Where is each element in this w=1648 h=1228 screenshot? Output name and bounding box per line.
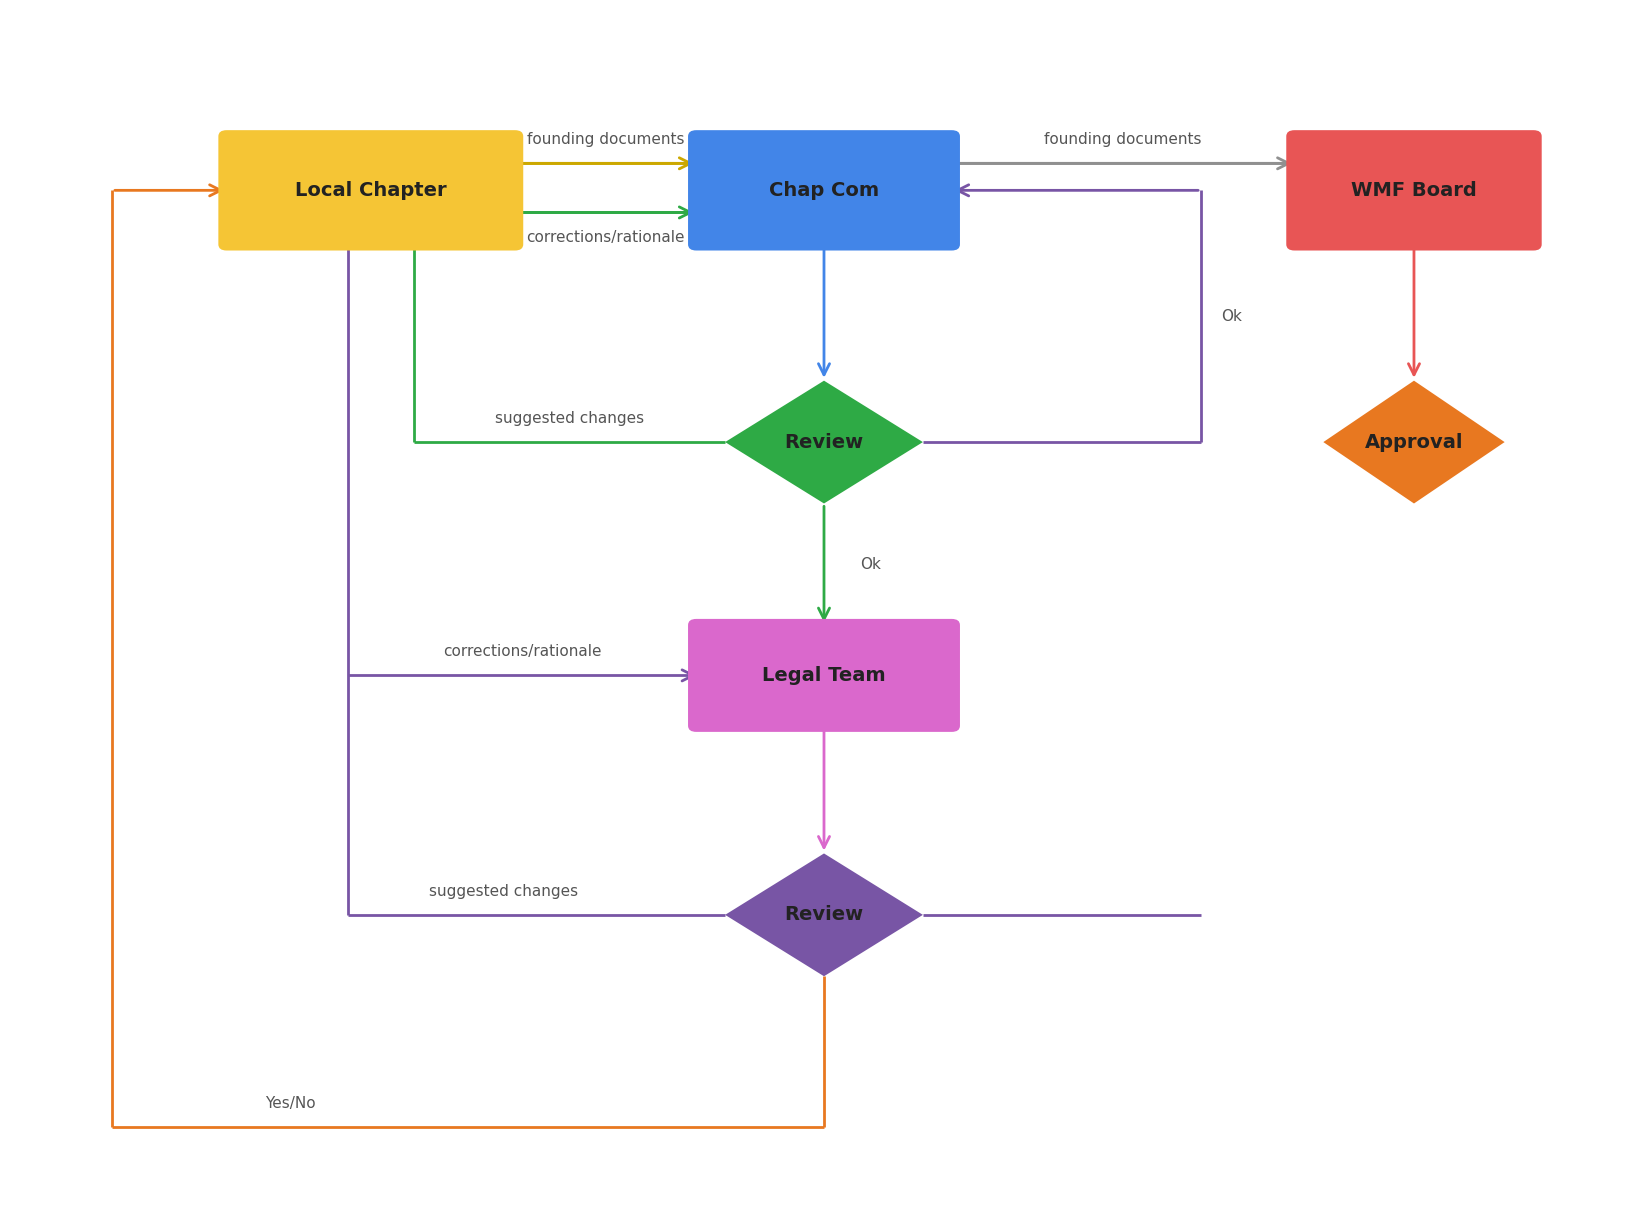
FancyBboxPatch shape — [687, 619, 959, 732]
Text: founding documents: founding documents — [1045, 133, 1201, 147]
Text: Legal Team: Legal Team — [761, 666, 887, 685]
Text: corrections/rationale: corrections/rationale — [443, 645, 602, 659]
FancyBboxPatch shape — [218, 130, 524, 251]
Text: Yes/No: Yes/No — [265, 1097, 315, 1111]
Text: Chap Com: Chap Com — [770, 181, 878, 200]
Text: Ok: Ok — [860, 556, 882, 572]
Text: founding documents: founding documents — [527, 133, 684, 147]
Text: Review: Review — [784, 905, 864, 925]
Text: Local Chapter: Local Chapter — [295, 181, 447, 200]
Polygon shape — [1323, 381, 1505, 503]
Text: corrections/rationale: corrections/rationale — [526, 230, 686, 244]
Text: Review: Review — [784, 432, 864, 452]
Text: WMF Board: WMF Board — [1351, 181, 1477, 200]
Text: suggested changes: suggested changes — [494, 411, 644, 426]
FancyBboxPatch shape — [1285, 130, 1541, 251]
Text: Approval: Approval — [1365, 432, 1463, 452]
Polygon shape — [725, 853, 923, 976]
Polygon shape — [725, 381, 923, 503]
FancyBboxPatch shape — [687, 130, 959, 251]
Text: Ok: Ok — [1221, 308, 1241, 324]
Text: suggested changes: suggested changes — [428, 884, 578, 899]
